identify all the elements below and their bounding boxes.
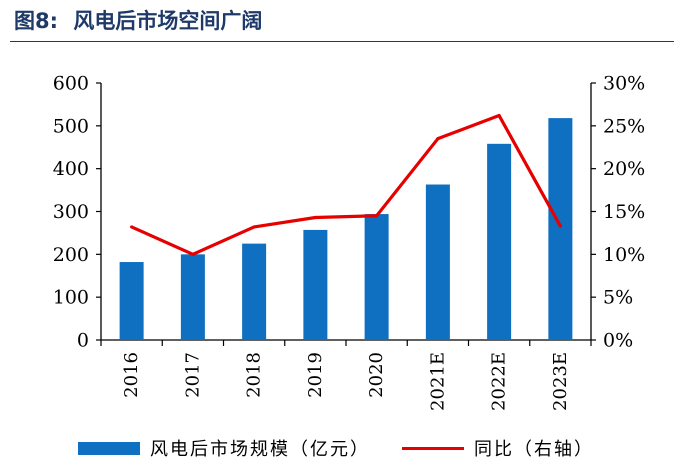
legend-bar-label: 风电后市场规模（亿元） [150, 439, 370, 460]
right-tick-label: 5% [603, 287, 633, 309]
legend-line-swatch [402, 446, 464, 450]
right-tick-label: 25% [603, 115, 645, 137]
bar-2016 [119, 262, 144, 340]
line-point-2023E [558, 224, 562, 228]
line-point-2018 [252, 225, 256, 229]
figure-caption: 风电后市场空间广阔 [73, 9, 263, 33]
line-series [130, 113, 562, 256]
bar-2023E [548, 118, 573, 340]
bar-2018 [242, 243, 267, 340]
x-tick-label: 2020 [366, 352, 387, 398]
tick-labels: 0 100 200 300 400 500 600 0% 5% 10% 15% 20% 25% 30% 20… [53, 73, 646, 411]
left-tick-label: 100 [53, 287, 89, 309]
figure-number: 图8: [14, 9, 59, 33]
x-tick-label: 2023E [550, 352, 571, 411]
line-point-2022E [497, 113, 501, 118]
right-tick-label: 0% [603, 330, 633, 352]
bar-2021E [425, 184, 450, 340]
bar-2020 [364, 214, 389, 340]
left-tick-label: 200 [53, 244, 89, 266]
legend-bar-swatch [78, 441, 140, 455]
right-tick-label: 10% [603, 244, 645, 266]
line-point-2016 [130, 225, 134, 229]
right-tick-label: 15% [603, 201, 645, 223]
legend-item-bar: 风电后市场规模（亿元） [78, 434, 370, 462]
bar-2019 [303, 229, 328, 340]
bar-2022E [487, 143, 512, 340]
legend-item-line: 同比（右轴） [402, 434, 594, 462]
dual-axis-chart: 0 100 200 300 400 500 600 0% 5% 10% 15% 20% 25% 30% 20… [53, 73, 646, 411]
line-point-2020 [375, 214, 379, 218]
x-tick-label: 2021E [427, 352, 448, 411]
x-tick-label: 2016 [121, 352, 142, 398]
figure-title: 图8: 风电后市场空间广阔 [14, 6, 262, 36]
x-tick-label: 2019 [305, 352, 326, 398]
left-tick-label: 0 [77, 330, 89, 352]
legend: 风电后市场规模（亿元） 同比（右轴） [0, 434, 684, 462]
x-tick-label: 2017 [182, 352, 203, 398]
chart-axes [96, 82, 596, 346]
left-tick-label: 600 [53, 73, 89, 95]
left-tick-label: 500 [53, 115, 89, 137]
left-tick-label: 300 [53, 201, 89, 223]
legend-line-label: 同比（右轴） [474, 439, 594, 460]
line-point-2019 [313, 215, 317, 220]
right-tick-label: 20% [603, 158, 645, 180]
line-point-2017 [191, 252, 195, 256]
line-point-2021E [436, 137, 440, 141]
right-tick-label: 30% [603, 73, 645, 95]
x-tick-label: 2018 [244, 352, 265, 398]
left-tick-label: 400 [53, 158, 89, 180]
line-path [130, 113, 562, 256]
title-underline [10, 41, 674, 42]
bar-2017 [180, 254, 205, 340]
x-tick-label: 2022E [489, 352, 510, 411]
bar-series [119, 118, 573, 340]
